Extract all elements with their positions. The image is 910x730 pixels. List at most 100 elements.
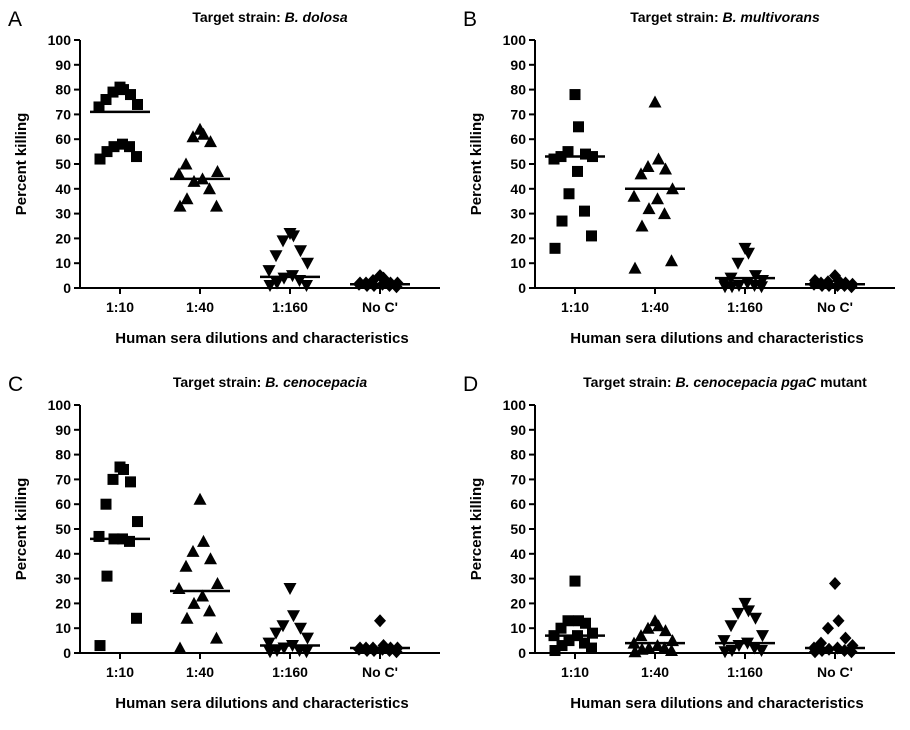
data-point-square — [124, 535, 135, 547]
data-point-square — [101, 146, 113, 158]
data-point-triangle-up — [628, 261, 642, 274]
y-tick-label: 80 — [55, 82, 71, 98]
data-point-triangle-down — [287, 230, 300, 243]
data-point-triangle-up — [658, 641, 671, 654]
data-point-triangle-up — [627, 189, 641, 202]
data-point-square — [579, 205, 590, 217]
y-tick-label: 60 — [55, 131, 71, 147]
y-tick-label: 20 — [55, 595, 71, 611]
data-point-square — [548, 153, 560, 165]
data-point-triangle-up — [203, 604, 216, 617]
data-point-triangle-up — [186, 130, 200, 143]
x-tick-label: No C' — [362, 664, 398, 680]
data-point-triangle-down — [738, 597, 752, 610]
y-tick-label: 60 — [55, 496, 71, 512]
data-point-square — [580, 617, 591, 629]
data-point-triangle-up — [642, 202, 656, 215]
data-point-triangle-up — [635, 219, 649, 232]
data-point-triangle-down — [300, 646, 313, 659]
x-tick-label: 1:10 — [106, 664, 134, 680]
data-point-square — [549, 242, 561, 254]
data-point-square — [132, 98, 143, 110]
title-prefix: Target strain: — [192, 9, 284, 25]
y-tick-label: 20 — [510, 595, 526, 611]
data-point-square — [100, 94, 112, 106]
y-tick-label: 80 — [510, 447, 526, 463]
data-point-square — [579, 637, 590, 649]
panel-c: C Target strain: B. cenocepacia 0 10 20 30 40 5… — [0, 365, 455, 730]
data-point-square — [549, 645, 561, 657]
x-tick-label: 1:40 — [186, 299, 214, 315]
panel-letter: C — [8, 373, 23, 396]
data-point-triangle-up — [635, 642, 649, 655]
data-point-square — [101, 570, 113, 582]
data-point-triangle-up — [210, 631, 223, 644]
data-point-square — [108, 141, 120, 153]
data-point-square — [107, 473, 119, 485]
data-point-triangle-up — [651, 639, 664, 652]
y-axis-title: Percent killing — [468, 113, 485, 216]
data-point-diamond — [839, 631, 852, 645]
x-tick-label: 1:160 — [272, 299, 308, 315]
data-point-square — [118, 463, 129, 475]
data-point-triangle-down — [277, 272, 291, 285]
data-point-triangle-up — [197, 534, 210, 547]
data-point-triangle-up — [641, 159, 655, 172]
y-tick-label: 60 — [510, 496, 526, 512]
x-tick-label: 1:40 — [641, 299, 669, 315]
x-tick-label: No C' — [817, 299, 853, 315]
data-point-square — [556, 215, 568, 227]
y-tick-label: 90 — [510, 57, 526, 73]
data-point-triangle-up — [665, 254, 678, 267]
data-point-triangle-up — [659, 624, 672, 637]
title-species: B. cenocepacia — [265, 374, 367, 390]
y-tick-label: 10 — [510, 620, 526, 636]
title-prefix: Target strain: — [583, 374, 675, 390]
panel-title: Target strain: B. cenocepacia — [173, 374, 367, 390]
data-point-square — [580, 148, 591, 160]
y-tick-label: 70 — [510, 106, 526, 122]
data-point-triangle-up — [180, 611, 194, 624]
data-point-triangle-down — [718, 281, 732, 294]
y-tick-label: 70 — [510, 471, 526, 487]
data-point-triangle-down — [749, 612, 762, 625]
data-point-square — [118, 84, 129, 96]
data-point-triangle-up — [648, 95, 662, 108]
data-point-triangle-up — [197, 127, 210, 140]
data-point-square — [563, 188, 575, 200]
data-point-triangle-up — [172, 167, 186, 180]
data-point-triangle-down — [724, 620, 738, 633]
y-tick-label: 100 — [503, 397, 527, 413]
panel-title: Target strain: B. multivorans — [630, 9, 820, 25]
y-tick-label: 90 — [55, 422, 71, 438]
data-point-square — [93, 101, 105, 113]
data-point-triangle-up — [665, 644, 678, 657]
data-point-triangle-down — [262, 265, 276, 278]
data-point-square — [93, 530, 105, 542]
data-point-triangle-up — [634, 167, 648, 180]
panel-b: B Target strain: B. multivorans 0 10 20 30 40 5… — [455, 0, 910, 365]
y-tick-label: 0 — [518, 280, 526, 296]
data-point-triangle-up — [659, 162, 672, 175]
data-point-triangle-down — [731, 607, 745, 620]
data-point-triangle-up — [658, 207, 671, 220]
panel-letter: D — [463, 373, 478, 396]
data-point-triangle-down — [301, 257, 314, 270]
data-point-triangle-up — [204, 552, 217, 565]
data-point-triangle-down — [263, 646, 277, 659]
y-tick-label: 40 — [55, 546, 71, 562]
data-point-square — [107, 86, 119, 98]
data-point-square — [569, 89, 581, 101]
title-species: B. dolosa — [285, 9, 348, 25]
y-tick-label: 20 — [55, 230, 71, 246]
data-point-square — [555, 622, 567, 634]
data-point-square — [117, 138, 128, 150]
data-point-triangle-up — [187, 174, 201, 187]
data-point-triangle-down — [262, 637, 276, 650]
data-point-square — [586, 230, 597, 242]
data-point-triangle-down — [263, 280, 277, 293]
y-tick-label: 30 — [55, 206, 71, 222]
y-tick-label: 70 — [55, 106, 71, 122]
data-point-triangle-up — [211, 164, 224, 177]
y-tick-label: 30 — [510, 571, 526, 587]
